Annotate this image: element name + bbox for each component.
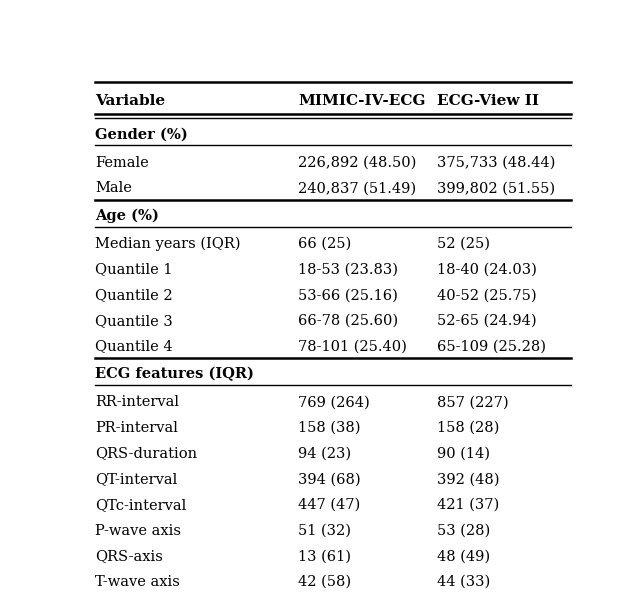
Text: Variable: Variable [95, 94, 165, 108]
Text: Quantile 3: Quantile 3 [95, 314, 173, 328]
Text: 240,837 (51.49): 240,837 (51.49) [298, 181, 417, 195]
Text: 392 (48): 392 (48) [437, 472, 500, 486]
Text: 53-66 (25.16): 53-66 (25.16) [298, 288, 398, 302]
Text: RR-interval: RR-interval [95, 395, 179, 409]
Text: 447 (47): 447 (47) [298, 498, 360, 512]
Text: 51 (32): 51 (32) [298, 523, 351, 538]
Text: Quantile 1: Quantile 1 [95, 263, 172, 277]
Text: 421 (37): 421 (37) [437, 498, 499, 512]
Text: MIMIC-IV-ECG: MIMIC-IV-ECG [298, 94, 426, 108]
Text: QRS-duration: QRS-duration [95, 446, 197, 461]
Text: 53 (28): 53 (28) [437, 523, 490, 538]
Text: QT-interval: QT-interval [95, 472, 177, 486]
Text: QRS-axis: QRS-axis [95, 549, 163, 563]
Text: 66 (25): 66 (25) [298, 237, 351, 251]
Text: 226,892 (48.50): 226,892 (48.50) [298, 156, 417, 170]
Text: 18-40 (24.03): 18-40 (24.03) [437, 263, 537, 277]
Text: ECG features (IQR): ECG features (IQR) [95, 367, 253, 381]
Text: T-wave axis: T-wave axis [95, 575, 180, 589]
Text: PR-interval: PR-interval [95, 421, 178, 435]
Text: 158 (28): 158 (28) [437, 421, 499, 435]
Text: 66-78 (25.60): 66-78 (25.60) [298, 314, 398, 328]
Text: 65-109 (25.28): 65-109 (25.28) [437, 340, 546, 353]
Text: 52-65 (24.94): 52-65 (24.94) [437, 314, 537, 328]
Text: 18-53 (23.83): 18-53 (23.83) [298, 263, 398, 277]
Text: Gender (%): Gender (%) [95, 128, 188, 142]
Text: 158 (38): 158 (38) [298, 421, 361, 435]
Text: 399,802 (51.55): 399,802 (51.55) [437, 181, 556, 195]
Text: Age (%): Age (%) [95, 209, 159, 223]
Text: Male: Male [95, 181, 132, 195]
Text: 90 (14): 90 (14) [437, 446, 490, 461]
Text: 48 (49): 48 (49) [437, 549, 490, 563]
Text: 375,733 (48.44): 375,733 (48.44) [437, 156, 556, 170]
Text: Female: Female [95, 156, 148, 170]
Text: 42 (58): 42 (58) [298, 575, 351, 589]
Text: 52 (25): 52 (25) [437, 237, 490, 251]
Text: 13 (61): 13 (61) [298, 549, 351, 563]
Text: Quantile 2: Quantile 2 [95, 288, 173, 302]
Text: 44 (33): 44 (33) [437, 575, 490, 589]
Text: 40-52 (25.75): 40-52 (25.75) [437, 288, 537, 302]
Text: Median years (IQR): Median years (IQR) [95, 237, 241, 251]
Text: 94 (23): 94 (23) [298, 446, 351, 461]
Text: QTc-interval: QTc-interval [95, 498, 186, 512]
Text: ECG-View II: ECG-View II [437, 94, 539, 108]
Text: Quantile 4: Quantile 4 [95, 340, 173, 353]
Text: P-wave axis: P-wave axis [95, 523, 181, 538]
Text: 394 (68): 394 (68) [298, 472, 361, 486]
Text: 857 (227): 857 (227) [437, 395, 509, 409]
Text: 769 (264): 769 (264) [298, 395, 370, 409]
Text: 78-101 (25.40): 78-101 (25.40) [298, 340, 407, 353]
